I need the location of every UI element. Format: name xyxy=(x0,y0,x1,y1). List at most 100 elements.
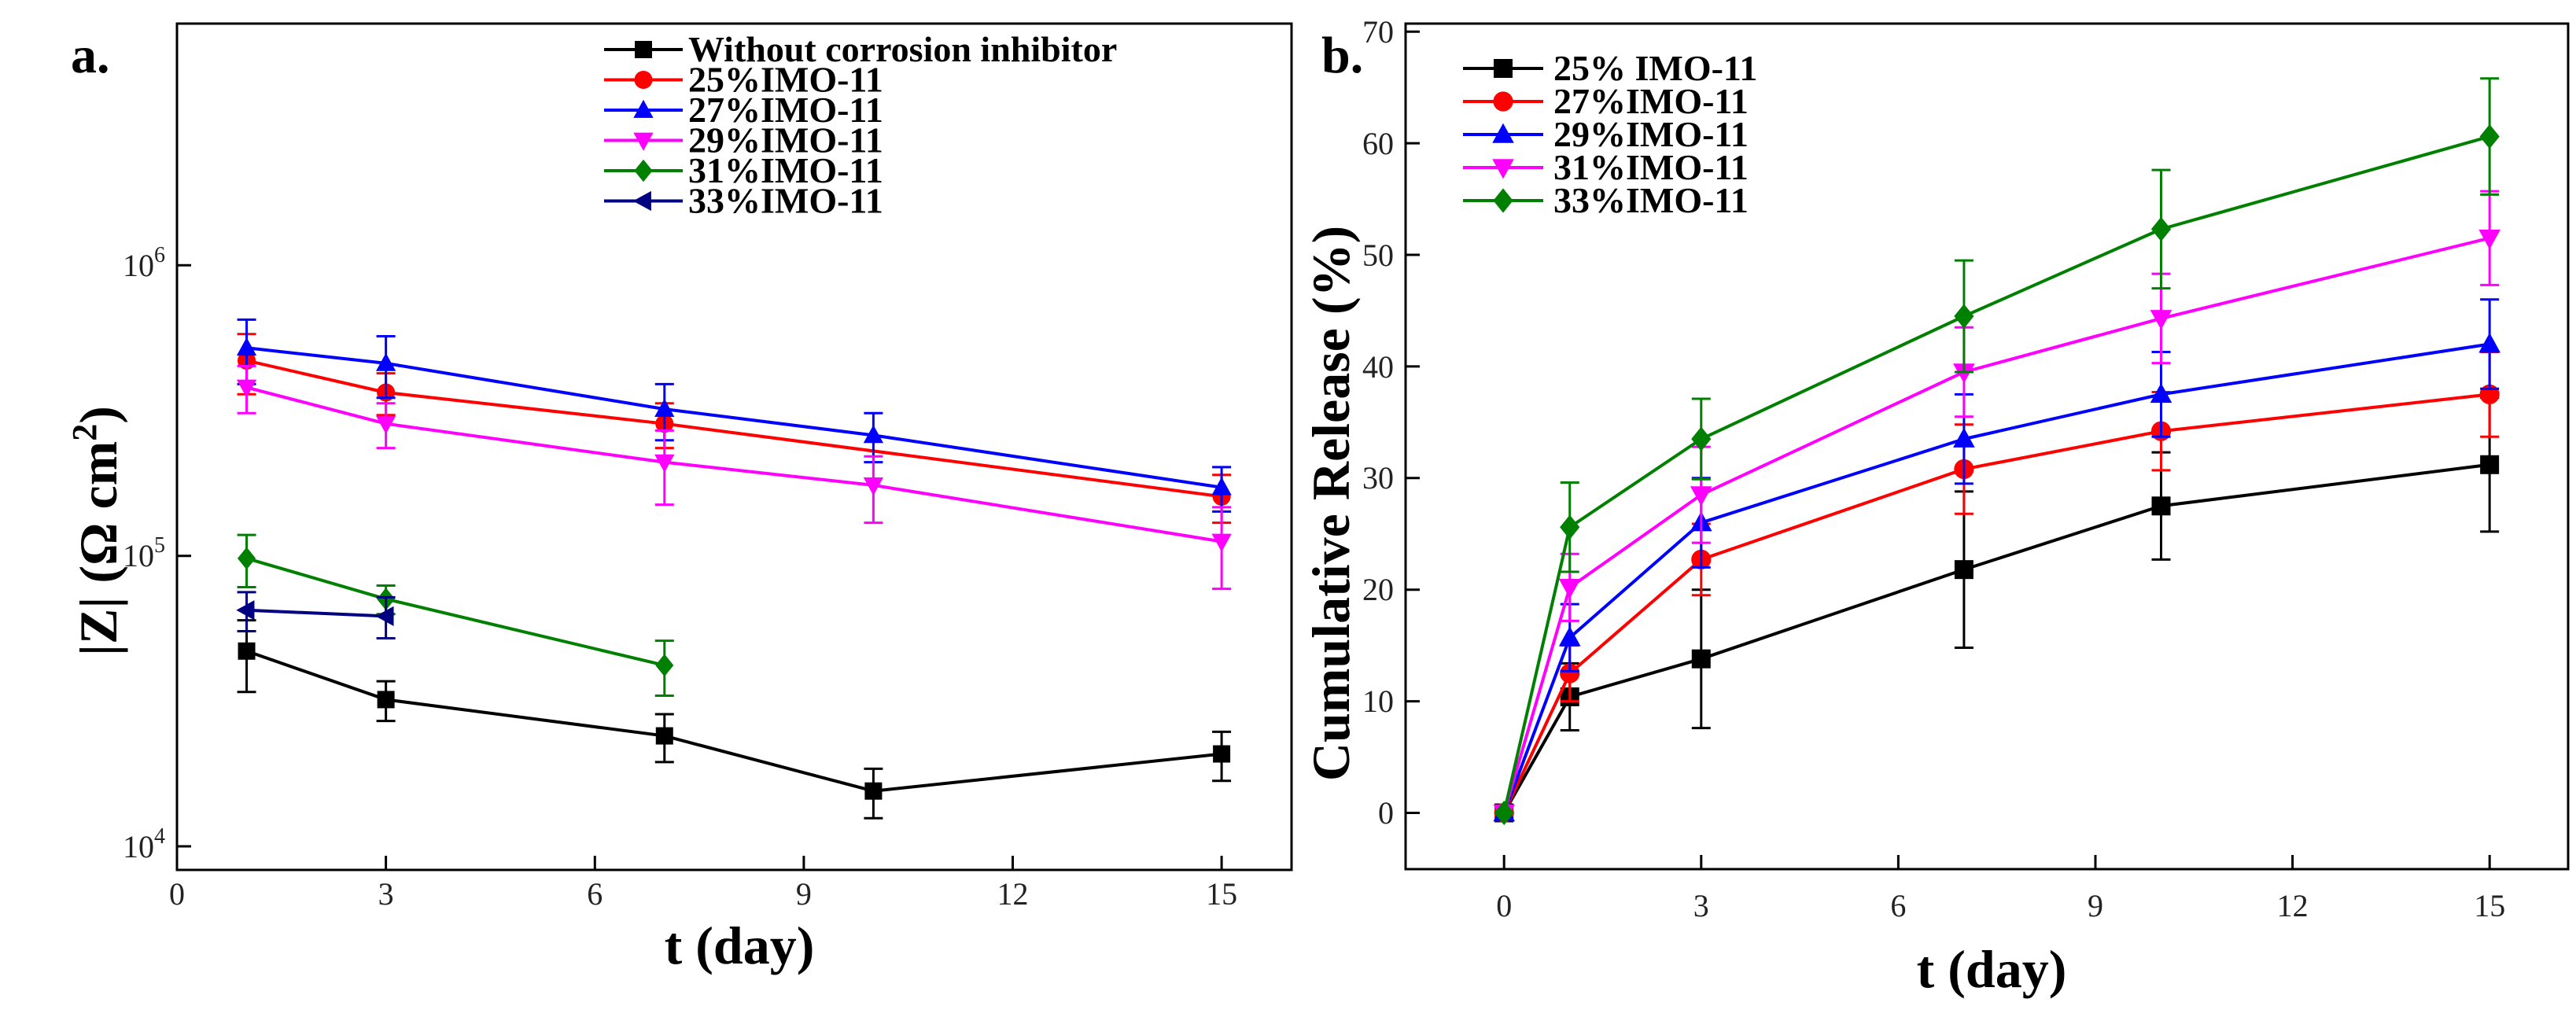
data-point-b-31-imo-11-1 xyxy=(1558,579,1581,599)
legend-label-a-27-imo-11: 27%IMO-11 xyxy=(688,90,883,130)
x-tick-label-a-9: 9 xyxy=(796,876,812,912)
plot-frame-b xyxy=(1404,22,2570,871)
x-tick-label-a-12: 12 xyxy=(997,876,1029,912)
y-tick-b-50: 50 xyxy=(1362,238,1420,273)
legend-marker-b-25-imo-11 xyxy=(1494,59,1513,78)
y-tick-label-b-60: 60 xyxy=(1362,126,1394,161)
series-a-without-corrosion-inhibitor xyxy=(237,619,1232,820)
y-tick-label-a-1e5: 105 xyxy=(123,533,165,573)
x-tick-label-a-3: 3 xyxy=(378,876,394,912)
panel-a-series xyxy=(236,318,1232,820)
data-point-b-25-imo-11-3 xyxy=(1954,560,1973,580)
data-point-a-33-imo-11-1 xyxy=(375,606,394,626)
legend-item-b-27-imo-11: 27%IMO-11 xyxy=(1463,81,1749,121)
data-point-a-without-corrosion-inhibitor-4 xyxy=(1213,745,1231,763)
data-point-a-27-imo-11-4 xyxy=(1211,477,1232,496)
y-tick-label-b-50: 50 xyxy=(1362,238,1394,273)
data-point-a-29-imo-11-2 xyxy=(654,454,675,473)
data-point-b-31-imo-11-3 xyxy=(1953,363,1975,384)
y-tick-label-b-20: 20 xyxy=(1362,572,1394,607)
y-tick-b-20: 20 xyxy=(1362,572,1420,607)
x-axis-title-a: t (day) xyxy=(665,916,815,975)
y-tick-a-1e4: 104 xyxy=(123,824,191,864)
y-tick-a-1e6: 106 xyxy=(123,243,191,283)
y-tick-label-b-10: 10 xyxy=(1362,684,1394,719)
y-tick-b-40: 40 xyxy=(1362,349,1420,385)
panel-b-series xyxy=(1493,77,2500,826)
x-tick-label-b-9: 9 xyxy=(2088,888,2103,923)
x-tick-label-b-6: 6 xyxy=(1890,888,1906,923)
legend-item-a-27-imo-11: 27%IMO-11 xyxy=(604,90,883,130)
data-point-b-33-imo-11-3 xyxy=(1954,304,1974,329)
data-point-b-33-imo-11-1 xyxy=(1560,514,1580,540)
x-tick-label-b-12: 12 xyxy=(2277,888,2309,923)
x-tick-a-6: 6 xyxy=(587,856,603,912)
legend-label-a-33-imo-11: 33%IMO-11 xyxy=(688,181,883,221)
legend-label-b-33-imo-11: 33%IMO-11 xyxy=(1553,180,1749,220)
x-tick-a-12: 12 xyxy=(997,856,1029,912)
legend-label-b-29-imo-11: 29%IMO-11 xyxy=(1553,114,1749,154)
panel-a-impedance-chart: a. |Z| (Ω cm2) t (day) 0 3 6 9 12 15 104… xyxy=(65,22,1293,975)
data-point-a-29-imo-11-3 xyxy=(863,477,884,496)
series-line-b-33-imo-11 xyxy=(1502,134,2490,813)
panel-a-ticks: 0 3 6 9 12 15 104 105 106 xyxy=(123,243,1237,912)
x-axis-title-b: t (day) xyxy=(1917,939,2067,999)
series-a-29-imo-11 xyxy=(236,364,1232,591)
panel-b-ticks: 0 3 6 9 12 15 0 10 20 30 40 50 60 70 xyxy=(1362,14,2505,923)
legend-item-b-29-imo-11: 29%IMO-11 xyxy=(1463,114,1749,154)
legend-item-b-25-imo-11: 25% IMO-11 xyxy=(1463,48,1757,88)
series-b-31-imo-11 xyxy=(1493,190,2500,824)
x-tick-b-0: 0 xyxy=(1496,855,1512,923)
data-point-a-27-imo-11-3 xyxy=(863,425,884,444)
data-point-b-33-imo-11-2 xyxy=(1691,426,1712,451)
x-tick-label-a-6: 6 xyxy=(587,876,603,912)
x-tick-label-b-0: 0 xyxy=(1496,888,1512,923)
data-point-a-29-imo-11-0 xyxy=(236,379,257,398)
legend-label-b-25-imo-11: 25% IMO-11 xyxy=(1553,48,1757,88)
y-tick-b-0: 0 xyxy=(1378,795,1420,831)
data-point-b-29-imo-11-5 xyxy=(2478,333,2500,353)
data-point-a-29-imo-11-1 xyxy=(375,415,396,434)
x-tick-b-15: 15 xyxy=(2474,855,2505,923)
legend-label-a-29-imo-11: 29%IMO-11 xyxy=(688,120,883,160)
y-tick-b-10: 10 xyxy=(1362,684,1420,719)
panel-b-legend: 25% IMO-1127%IMO-1129%IMO-1131%IMO-1133%… xyxy=(1463,48,1757,220)
legend-marker-b-33-imo-11 xyxy=(1493,188,1513,213)
legend-item-a-29-imo-11: 29%IMO-11 xyxy=(604,120,883,160)
data-point-b-27-imo-11-1 xyxy=(1560,663,1580,684)
series-line-a-33-imo-11 xyxy=(246,608,386,618)
y-tick-label-b-30: 30 xyxy=(1362,460,1394,496)
legend-item-b-33-imo-11: 33%IMO-11 xyxy=(1463,180,1749,220)
y-tick-label-a-1e6: 106 xyxy=(123,243,165,283)
panel-label-a: a. xyxy=(71,27,110,84)
x-tick-label-a-15: 15 xyxy=(1206,876,1237,912)
y-axis-title-a-main: |Z| (Ω cm xyxy=(68,441,128,656)
data-point-b-29-imo-11-1 xyxy=(1558,626,1581,647)
y-axis-title-a: |Z| (Ω cm2) xyxy=(65,406,128,656)
legend-marker-b-29-imo-11 xyxy=(1492,123,1514,143)
series-b-25-imo-11 xyxy=(1494,396,2500,823)
x-tick-a-15: 15 xyxy=(1206,856,1237,912)
data-point-b-29-imo-11-3 xyxy=(1953,427,1975,448)
legend-item-b-31-imo-11: 31%IMO-11 xyxy=(1463,147,1749,187)
legend-marker-a-25-imo-11 xyxy=(634,70,653,90)
data-point-a-31-imo-11-2 xyxy=(655,654,674,677)
data-point-a-without-corrosion-inhibitor-0 xyxy=(238,642,256,660)
y-axis-title-b: Cumulative Release (%) xyxy=(1301,226,1361,781)
x-tick-label-b-15: 15 xyxy=(2474,888,2505,923)
x-tick-label-a-0: 0 xyxy=(169,876,185,912)
legend-item-a-25-imo-11: 25%IMO-11 xyxy=(604,60,883,100)
data-point-b-33-imo-11-0 xyxy=(1494,800,1514,826)
legend-label-b-31-imo-11: 31%IMO-11 xyxy=(1553,147,1749,187)
legend-marker-a-without-corrosion-inhibitor xyxy=(635,41,652,58)
series-line-b-29-imo-11 xyxy=(1502,342,2490,814)
data-point-a-27-imo-11-0 xyxy=(236,337,257,356)
data-point-a-27-imo-11-1 xyxy=(375,352,396,371)
x-tick-a-3: 3 xyxy=(378,856,394,912)
y-tick-label-b-40: 40 xyxy=(1362,349,1394,385)
legend-label-a-25-imo-11: 25%IMO-11 xyxy=(688,60,883,100)
data-point-b-29-imo-11-4 xyxy=(2150,382,2172,403)
series-b-33-imo-11 xyxy=(1494,77,2500,826)
y-tick-b-30: 30 xyxy=(1362,460,1420,496)
